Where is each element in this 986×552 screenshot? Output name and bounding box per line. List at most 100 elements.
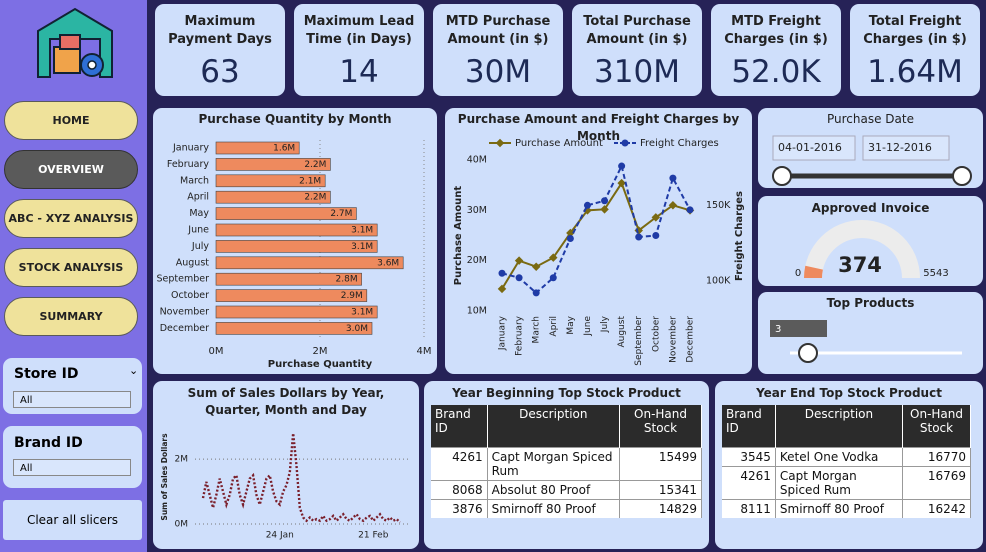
logo bbox=[37, 7, 113, 78]
kpi-card: MTD Freight Charges (in $) 52.0K bbox=[711, 4, 841, 96]
kpi-value: 30M bbox=[464, 54, 532, 90]
value-label: 2.7M bbox=[330, 209, 352, 219]
series-line bbox=[501, 180, 691, 290]
marker bbox=[549, 274, 557, 282]
slider-handle[interactable] bbox=[952, 166, 972, 186]
date-box[interactable] bbox=[862, 135, 950, 161]
bar bbox=[215, 207, 357, 220]
marker bbox=[531, 262, 541, 271]
start-date: 04-01-2016 bbox=[778, 141, 842, 154]
table-cell: 16242 bbox=[902, 499, 971, 518]
x-tick-label: 4M bbox=[417, 346, 432, 357]
column-header[interactable]: On-Hand Stock bbox=[902, 405, 971, 448]
kpi-label: Total Purchase Amount (in $) bbox=[583, 14, 691, 47]
kpi-card: Total Freight Charges (in $) 1.64M bbox=[850, 4, 980, 96]
kpi-card: Maximum Payment Days 63 bbox=[155, 4, 285, 96]
marker bbox=[601, 197, 609, 205]
gauge-min: 0 bbox=[795, 268, 801, 279]
table-cell: 8111 bbox=[722, 499, 776, 518]
kpi-label: MTD Purchase Amount (in $) bbox=[445, 14, 551, 47]
y2-tick-label: 150K bbox=[706, 200, 731, 211]
slider-handle[interactable] bbox=[798, 343, 818, 363]
category-label: June bbox=[187, 225, 209, 236]
table-cell: 4261 bbox=[431, 447, 488, 481]
y-tick-label: 40M bbox=[467, 155, 487, 166]
category-label: January bbox=[172, 143, 209, 154]
top-products-value: 3 bbox=[775, 324, 781, 335]
series-line bbox=[501, 163, 691, 295]
category-label: February bbox=[167, 159, 209, 170]
legend-marker bbox=[621, 139, 629, 147]
brand-slicer[interactable]: Brand ID All bbox=[3, 426, 142, 488]
table-cell: Smirnoff 80 Proof bbox=[487, 499, 621, 518]
x-axis-title: Purchase Quantity bbox=[268, 359, 373, 370]
marker bbox=[497, 284, 507, 294]
nav-button[interactable]: STOCK ANALYSIS bbox=[4, 248, 138, 287]
slicer-dropdown[interactable]: All bbox=[13, 391, 131, 408]
column-header[interactable]: On-Hand Stock bbox=[619, 405, 702, 448]
x-tick-label: September bbox=[634, 316, 644, 366]
category-label: March bbox=[180, 175, 209, 186]
nav-button[interactable]: OVERVIEW bbox=[4, 150, 138, 189]
table-cell: 4261 bbox=[722, 466, 776, 500]
table: Brand ID Description On-Hand Stock 4261 Capt… bbox=[431, 405, 702, 518]
kpi-label: Maximum Lead Time (in Days) bbox=[303, 14, 415, 47]
table-cell: 8068 bbox=[431, 480, 488, 500]
nav-button[interactable]: SUMMARY bbox=[4, 297, 138, 336]
value-label: 1.6M bbox=[273, 144, 295, 154]
table-cell: 16769 bbox=[902, 466, 971, 500]
gauge-max: 5543 bbox=[923, 268, 948, 279]
clear-slicers-button[interactable]: Clear all slicers bbox=[3, 500, 142, 540]
category-label: May bbox=[189, 208, 209, 219]
column-header[interactable]: Brand ID bbox=[722, 405, 776, 448]
x-tick-label: 0M bbox=[209, 346, 224, 357]
date-box[interactable] bbox=[772, 135, 856, 161]
value-label: 2.9M bbox=[341, 291, 363, 301]
chevron: ⌄ bbox=[129, 364, 139, 377]
slicer-dropdown[interactable]: All bbox=[13, 459, 131, 476]
bar bbox=[215, 305, 378, 319]
series-line bbox=[201, 433, 401, 524]
slider-handle[interactable] bbox=[772, 166, 792, 186]
value-label: 3.1M bbox=[351, 308, 373, 318]
bar bbox=[215, 272, 362, 286]
table-cell: Capt Morgan Spiced Rum bbox=[487, 447, 621, 481]
marker bbox=[515, 274, 523, 282]
kpi-value: 14 bbox=[339, 54, 379, 90]
kpi-label: Maximum Payment Days bbox=[168, 14, 272, 47]
bar bbox=[215, 141, 300, 155]
bar bbox=[215, 174, 326, 188]
column-header[interactable]: Brand ID bbox=[431, 405, 488, 448]
y-axis-title: Sum of Sales Dollars bbox=[160, 433, 169, 521]
x-tick-label: 2M bbox=[313, 346, 328, 357]
column-header[interactable]: Description bbox=[487, 405, 621, 448]
table-cell: 15341 bbox=[619, 480, 702, 500]
table-cell: Ketel One Vodka bbox=[775, 447, 904, 467]
marker bbox=[583, 201, 591, 209]
marker bbox=[669, 174, 677, 182]
legend-label: Purchase Amount bbox=[515, 138, 603, 149]
kpi-value: 52.0K bbox=[731, 54, 821, 90]
kpi-card: MTD Purchase Amount (in $) 30M bbox=[433, 4, 563, 96]
marker bbox=[566, 235, 574, 243]
table-title: Year End Top Stock Product bbox=[756, 386, 942, 400]
store-slicer[interactable]: Store ID ⌄ All bbox=[3, 358, 142, 414]
marker bbox=[635, 233, 643, 241]
y2-tick-label: 100K bbox=[706, 275, 731, 286]
kpi-label: Total Freight Charges (in $) bbox=[863, 14, 967, 47]
x-tick-label: January bbox=[498, 315, 508, 351]
gauge-track bbox=[804, 220, 920, 278]
x-tick-label: 24 Jan bbox=[266, 531, 294, 541]
gauge-label: 374 bbox=[838, 253, 882, 277]
table-card: Year End Top Stock Product Brand ID Descri… bbox=[715, 381, 983, 549]
column-header[interactable]: Description bbox=[775, 405, 904, 448]
marker bbox=[532, 289, 540, 297]
nav-button[interactable]: HOME bbox=[4, 101, 138, 140]
slicer-title: Purchase Date bbox=[827, 112, 914, 126]
x-tick-label: July bbox=[600, 315, 610, 333]
value-box[interactable] bbox=[770, 320, 827, 337]
nav-button[interactable]: ABC - XYZ ANALYSIS bbox=[4, 199, 138, 238]
value-label: 2.2M bbox=[304, 160, 326, 170]
value-label: 2.2M bbox=[304, 193, 326, 203]
gauge-title: Approved Invoice bbox=[811, 201, 930, 215]
